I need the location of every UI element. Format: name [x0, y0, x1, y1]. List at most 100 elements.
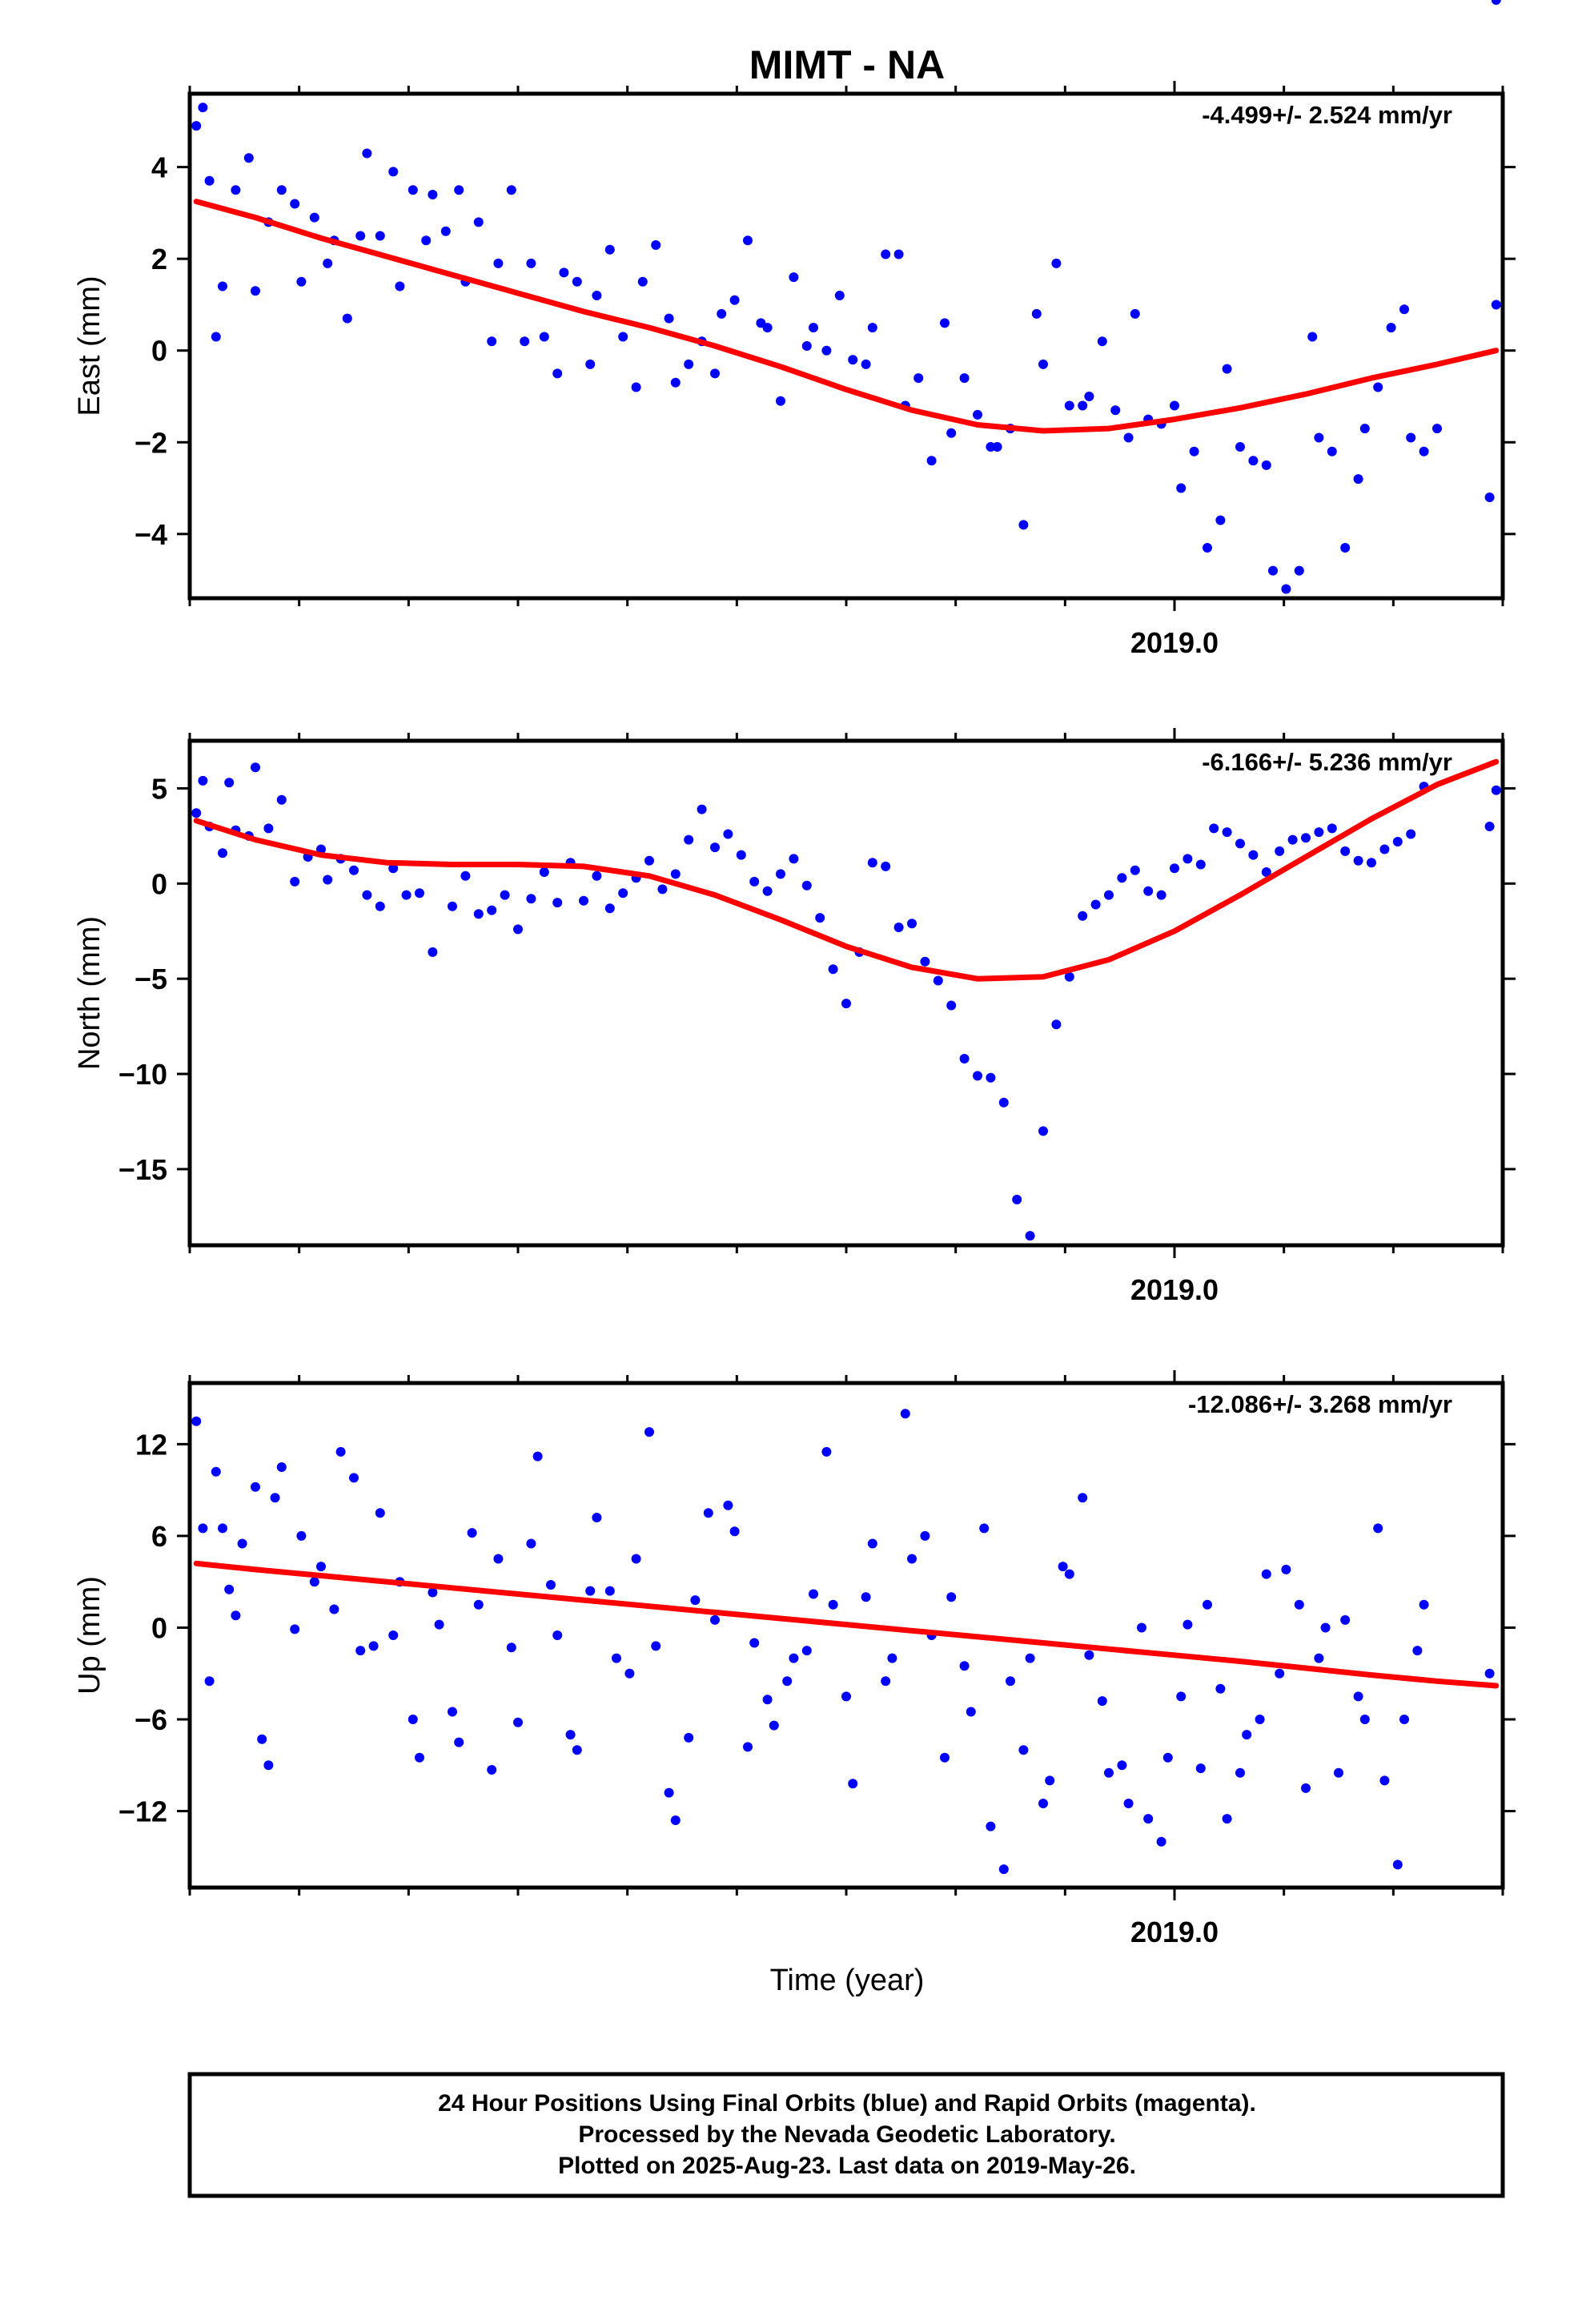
north-data-point [1484, 822, 1495, 831]
up-data-point [848, 1779, 858, 1789]
east-data-point [1294, 565, 1304, 576]
east-data-point [1268, 565, 1278, 576]
north-data-point [749, 876, 760, 887]
north-data-point [1182, 854, 1193, 864]
north-x-tick-label: 2019.0 [1130, 1273, 1219, 1306]
north-data-point [1353, 855, 1363, 866]
north-y-tick-label: −5 [135, 963, 167, 995]
north-data-point [362, 890, 372, 900]
up-data-point [749, 1638, 760, 1648]
up-data-point [966, 1707, 976, 1717]
up-data-point [1353, 1691, 1363, 1702]
east-data-point [375, 231, 385, 241]
up-y-tick-label: 0 [151, 1611, 167, 1644]
east-data-point [1359, 424, 1370, 434]
east-data-point [395, 281, 405, 292]
east-data-point [421, 235, 432, 246]
east-data-point [834, 291, 845, 300]
up-data-point [861, 1592, 871, 1602]
up-data-point [684, 1732, 694, 1743]
east-data-point [986, 442, 996, 452]
north-data-point [907, 919, 917, 929]
up-data-point [998, 1864, 1009, 1875]
north-data-point [1025, 1231, 1035, 1241]
east-data-point [743, 235, 753, 246]
east-data-point [762, 323, 773, 333]
north-data-point [1406, 829, 1416, 839]
north-data-point [428, 947, 438, 957]
up-data-point [1025, 1653, 1035, 1663]
up-data-point [986, 1821, 996, 1831]
up-data-point [546, 1580, 556, 1590]
up-data-point [1399, 1715, 1409, 1724]
east-data-point [1327, 446, 1337, 456]
up-data-point [572, 1745, 582, 1755]
up-data-point [1097, 1696, 1107, 1707]
up-data-point [592, 1513, 602, 1522]
east-y-tick-label: 0 [151, 335, 167, 368]
east-data-point [211, 332, 221, 342]
up-plot-frame [187, 1381, 1505, 1890]
east-data-point [651, 240, 661, 250]
east-data-point [821, 345, 832, 356]
east-data-point [539, 332, 549, 342]
up-data-point [290, 1624, 300, 1634]
up-data-point [887, 1653, 897, 1663]
north-data-point [1275, 846, 1285, 856]
east-data-point [218, 281, 227, 292]
north-data-point [644, 855, 654, 866]
north-panel: 2019.0 −15 −10 −5 0 5 North (mm) -6.166+/- 5.23… [73, 728, 1516, 1306]
north-data-point [487, 905, 497, 915]
east-data-point [940, 318, 950, 328]
east-data-point [1261, 460, 1271, 470]
up-data-point [487, 1765, 497, 1775]
east-y-tick-label: 2 [151, 243, 167, 275]
east-data-point [428, 190, 438, 199]
east-data-point [959, 373, 970, 384]
north-data-point [1090, 899, 1101, 910]
north-data-point [1078, 911, 1088, 921]
east-data-point [362, 148, 372, 159]
north-data-point [657, 884, 668, 895]
east-data-point [913, 373, 924, 384]
east-data-point [1419, 446, 1429, 456]
north-data-point [1170, 863, 1179, 874]
north-data-point [1367, 858, 1376, 868]
east-data-point [572, 276, 582, 287]
up-data-point [762, 1695, 773, 1705]
north-data-point [263, 823, 274, 834]
up-data-point [493, 1554, 504, 1564]
east-data-point [1314, 432, 1324, 443]
up-data-point [448, 1707, 457, 1717]
up-data-point [335, 1446, 346, 1457]
east-data-point [487, 336, 497, 347]
east-data-point [204, 175, 215, 186]
up-data-point [841, 1691, 851, 1702]
east-x-tick-label: 2019.0 [1130, 626, 1219, 659]
north-data-point [723, 829, 733, 839]
north-data-point [1222, 827, 1232, 838]
up-panel: 2019.0 −12 −6 0 6 12 Up (mm) -12.086+/- 3.268 m… [73, 0, 1516, 1948]
up-data-point [644, 1427, 654, 1437]
north-data-point [500, 890, 510, 900]
up-data-point [670, 1815, 681, 1825]
up-data-point [710, 1614, 720, 1625]
east-data-point [1110, 405, 1121, 416]
up-data-point [1222, 1814, 1232, 1824]
up-data-point [428, 1587, 438, 1598]
up-data-point [565, 1730, 576, 1740]
up-data-point [1301, 1783, 1311, 1793]
up-data-point [821, 1446, 832, 1457]
east-data-point [1484, 493, 1495, 502]
up-data-point [703, 1508, 713, 1518]
east-y-tick-label: −2 [135, 426, 167, 459]
up-data-point [513, 1717, 523, 1727]
north-data-point [815, 913, 825, 923]
east-data-point [355, 231, 366, 241]
east-data-point [1432, 424, 1442, 434]
up-data-point [1261, 1569, 1271, 1579]
up-data-point [231, 1610, 241, 1621]
up-data-point [270, 1493, 280, 1503]
up-data-point [1182, 1619, 1193, 1630]
north-data-point [1156, 890, 1166, 900]
